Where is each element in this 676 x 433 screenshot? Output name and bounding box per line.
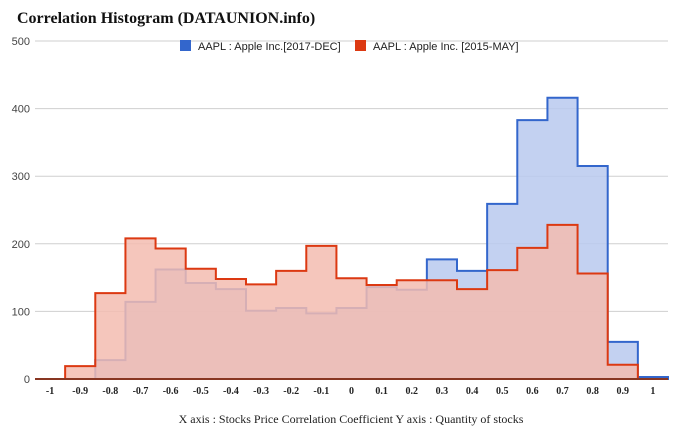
x-tick-label: -0.4 bbox=[223, 386, 239, 397]
x-tick-label: 0.7 bbox=[556, 386, 569, 397]
series-area-2 bbox=[35, 223, 668, 380]
x-tick-label: 0.8 bbox=[586, 386, 599, 397]
x-tick-label: -0.3 bbox=[253, 386, 269, 397]
y-tick-label: 0 bbox=[24, 374, 30, 386]
x-tick-label: 0.5 bbox=[496, 386, 509, 397]
y-axis-ticks: 0 100 200 300 400 500 bbox=[12, 36, 30, 386]
legend-label: AAPL : Apple Inc.[2017-DEC] bbox=[198, 41, 341, 53]
x-axis-ticks: -1 -0.9 -0.8 -0.7 -0.6 -0.5 -0.4 -0.3 -0.2 -0.1 0 0… bbox=[46, 386, 656, 397]
legend: AAPL : Apple Inc.[2017-DEC] AAPL : Apple … bbox=[180, 40, 519, 53]
x-tick-label: 0 bbox=[349, 386, 354, 397]
x-tick-label: -0.6 bbox=[163, 386, 179, 397]
y-tick-label: 200 bbox=[12, 239, 30, 251]
x-tick-label: 0.4 bbox=[466, 386, 479, 397]
x-tick-label: -0.5 bbox=[193, 386, 209, 397]
x-tick-label: 0.9 bbox=[617, 386, 630, 397]
x-tick-label: -1 bbox=[46, 386, 54, 397]
x-tick-label: 0.6 bbox=[526, 386, 539, 397]
x-tick-label: -0.1 bbox=[313, 386, 329, 397]
legend-label: AAPL : Apple Inc. [2015-MAY] bbox=[373, 41, 519, 53]
x-tick-label: -0.9 bbox=[72, 386, 88, 397]
legend-swatch bbox=[180, 40, 191, 51]
y-tick-label: 100 bbox=[12, 306, 30, 318]
x-tick-label: 0.2 bbox=[406, 386, 419, 397]
y-tick-label: 400 bbox=[12, 104, 30, 116]
x-tick-label: 0.3 bbox=[436, 386, 449, 397]
x-tick-label: -0.7 bbox=[133, 386, 149, 397]
legend-swatch bbox=[355, 40, 366, 51]
x-tick-label: -0.2 bbox=[283, 386, 299, 397]
x-tick-label: -0.8 bbox=[102, 386, 118, 397]
series-areas bbox=[35, 96, 669, 380]
axis-caption: X axis : Stocks Price Correlation Coeffi… bbox=[179, 412, 524, 426]
chart-title: Correlation Histogram (DATAUNION.info) bbox=[17, 10, 315, 27]
x-tick-label: 1 bbox=[650, 386, 655, 397]
x-tick-label: 0.1 bbox=[375, 386, 388, 397]
y-tick-label: 300 bbox=[12, 171, 30, 183]
y-tick-label: 500 bbox=[12, 36, 30, 48]
